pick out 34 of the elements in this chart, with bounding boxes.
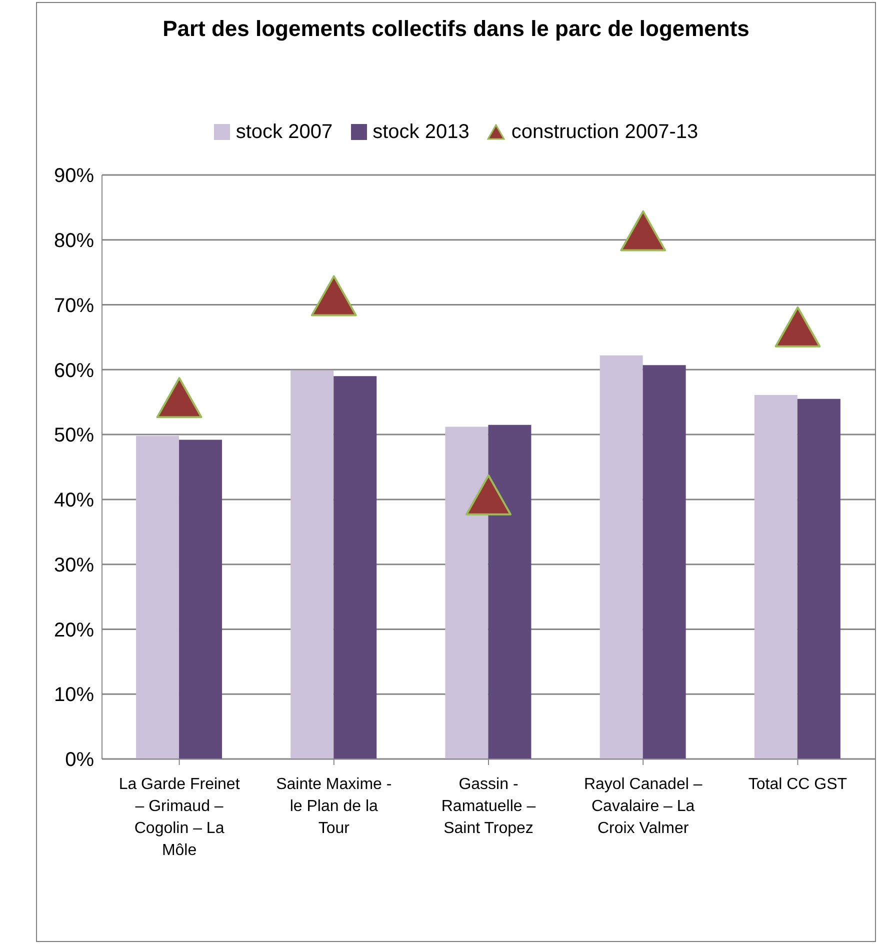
bar (797, 398, 840, 759)
bar (136, 436, 180, 759)
bar (488, 424, 532, 759)
y-tick-label: 20% (54, 619, 94, 642)
bar (334, 376, 377, 759)
point (774, 306, 821, 348)
chart-title: Part des logements collectifs dans le parc de logements (162, 16, 750, 42)
legend-label: stock 2007 (236, 120, 333, 144)
bar (642, 365, 686, 759)
y-tick-label: 10% (54, 684, 94, 706)
bar (179, 440, 222, 759)
y-tick-label: 90% (54, 165, 94, 188)
x-tick-label: Total CC GST (748, 776, 848, 793)
point (156, 377, 202, 418)
point (310, 275, 357, 316)
bar (290, 370, 334, 759)
legend-label: stock 2013 (372, 120, 470, 144)
point (466, 474, 512, 516)
y-tick-label: 40% (54, 490, 94, 512)
x-tick-label: Rayol Canadel – Cavalaire – La Croix Valmer (584, 776, 702, 837)
y-tick-label: 60% (54, 360, 94, 382)
y-tick-label: 0% (65, 749, 94, 772)
y-tick-label: 30% (54, 554, 94, 576)
bar (445, 426, 488, 759)
y-tick-label: 80% (54, 230, 94, 252)
point (620, 210, 666, 252)
x-tick-label: Gassin - Ramatuelle – Saint Tropez (441, 776, 536, 837)
x-tick-label: La Garde Freinet – Grimaud – Cogolin – La Môle (118, 776, 240, 859)
y-tick-label: 50% (54, 424, 94, 447)
y-tick-label: 70% (54, 294, 94, 317)
legend-label: construction 2007-13 (511, 120, 698, 144)
x-tick-label: Sainte Maxime - le Plan de la Tour (276, 776, 392, 837)
bar (754, 394, 798, 759)
bar (600, 355, 643, 759)
